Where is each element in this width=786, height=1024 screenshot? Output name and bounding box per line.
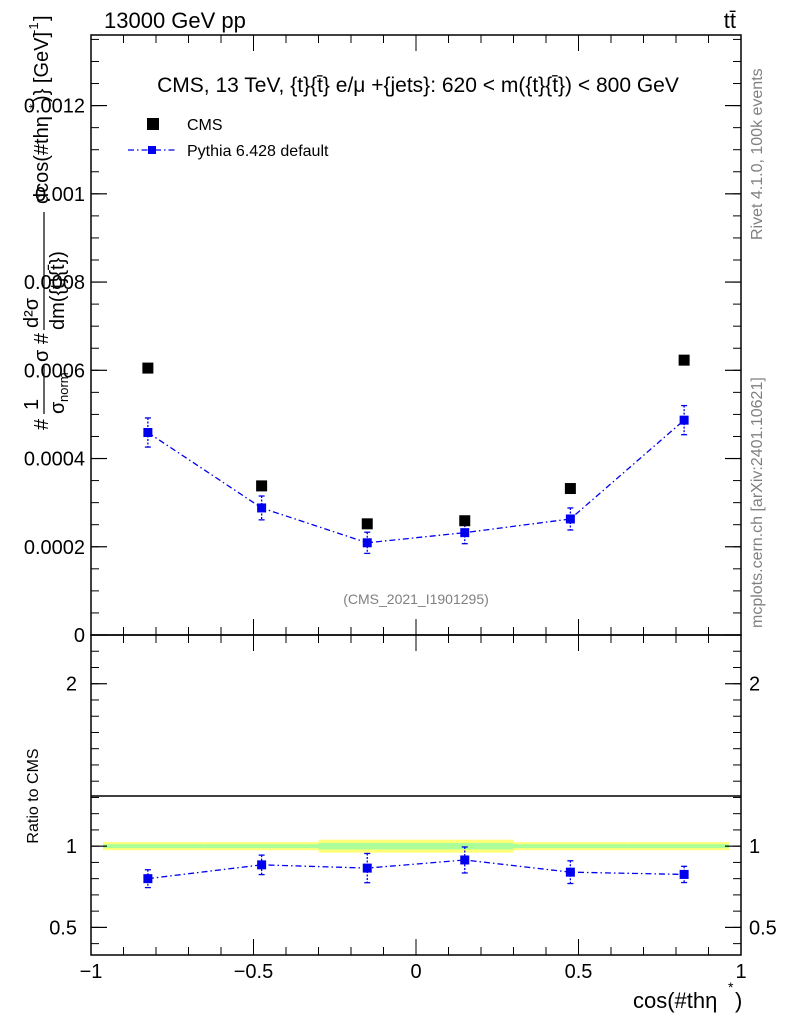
ratio-band-inner-bin <box>513 844 628 849</box>
ylabel-one: 1 <box>21 399 43 410</box>
main-y-tick-label: 0.0012 <box>24 96 85 118</box>
legend-cms-marker <box>147 118 159 130</box>
header-energy-label: 13000 GeV pp <box>104 8 246 33</box>
pythia-main-point <box>257 503 267 513</box>
ratio-y-tick-label-right: 0.5 <box>749 917 777 939</box>
pythia-main-point <box>679 415 689 425</box>
ylabel-norm: norm <box>56 372 71 402</box>
ylabel-dm: dm({t}{t̄}) <box>47 251 69 330</box>
pythia-main-line <box>147 419 685 544</box>
main-title: CMS, 13 TeV, {t}{t̄} e/μ +{jets}: 620 < … <box>157 74 679 97</box>
legend-pythia-label: Pythia 6.428 default <box>187 143 329 160</box>
pythia-main-series <box>143 404 689 555</box>
ratio-y-tick-label-left: 2 <box>66 674 77 696</box>
ylabel-d2sigma: d²σ <box>21 297 43 328</box>
main-y-tick-label: 0.0006 <box>24 360 85 382</box>
x-tick-label: 1 <box>735 961 746 983</box>
cms-data-point <box>459 515 471 527</box>
pythia-ratio-point <box>362 863 372 873</box>
ratio-uncertainty-band <box>103 839 729 853</box>
cms-data-point <box>256 480 268 492</box>
ylabel-sigma: σ <box>47 401 69 414</box>
ratio-frame <box>90 634 742 956</box>
cms-data-point <box>564 483 576 495</box>
analysis-id-annotation: (CMS_2021_I1901295) <box>343 591 489 607</box>
pythia-main-point <box>362 538 372 548</box>
pythia-ratio-point <box>143 874 153 884</box>
legend-pythia-marker <box>148 146 156 154</box>
cms-data-point <box>678 354 690 366</box>
main-y-axis: 0 0.0002 0.0004 0.0006 0.0008 0.001 0.0012 <box>24 38 741 647</box>
pythia-main-point <box>143 428 153 437</box>
main-y-tick-label: 0.0004 <box>24 449 85 471</box>
pythia-main-point <box>460 528 470 538</box>
ylabel-hash: # <box>31 418 53 430</box>
x-tick-label: 0.5 <box>565 961 593 983</box>
pythia-ratio-point <box>460 855 470 865</box>
pythia-ratio-point <box>565 867 575 877</box>
xlabel-star: * <box>728 979 734 995</box>
ylabel-bracket: ] <box>31 15 53 21</box>
header-process-label: tt̄ <box>724 8 736 33</box>
cms-data-point <box>361 518 373 530</box>
main-y-tick-label: 0.001 <box>35 184 85 206</box>
xlabel-main: cos(#thη <box>633 988 717 1013</box>
ylabel-minus1: -1 <box>26 22 41 34</box>
main-y-tick-label: 0.0008 <box>24 272 85 294</box>
ylabel-mid: σ # <box>31 332 53 362</box>
ratio-y-tick-label-left: 1 <box>66 836 77 858</box>
pythia-ratio-point <box>679 869 689 879</box>
rivet-version-label: Rivet 4.1.0, 100k events <box>749 68 766 240</box>
ratio-panel: 0.5 0.51 12 2 −1 −0.5 0 0.5 1 Ratio to CMS cos(… <box>25 634 777 1013</box>
ratio-band-inner-bin <box>318 842 416 850</box>
pythia-ratio-point <box>257 860 267 870</box>
legend: CMS Pythia 6.428 default <box>128 117 329 160</box>
cms-main-series <box>142 354 690 530</box>
ratio-y-axis-title: Ratio to CMS <box>25 748 42 843</box>
x-axis-title: cos(#thη * ) <box>633 979 742 1013</box>
pythia-main-point <box>565 514 575 524</box>
main-y-tick-label: 0.0002 <box>24 537 85 559</box>
ratio-y-axis: 0.5 0.5 1 1 2 2 <box>49 650 777 945</box>
main-y-axis-title: # 1 σ norm σ # d²σ dm({t}{t̄}) dcos(#thη… <box>21 15 71 430</box>
pythia-ratio-line <box>147 859 685 880</box>
ratio-y-tick-label-right: 1 <box>749 836 760 858</box>
ylabel-tail: dcos(#thη <box>31 116 53 204</box>
ratio-x-axis: −1 −0.5 0 0.5 1 <box>80 635 747 983</box>
main-panel: 0 0.0002 0.0004 0.0006 0.0008 0.001 0.0012 CMS… <box>21 15 742 647</box>
ratio-y-tick-label-left: 0.5 <box>49 917 77 939</box>
x-tick-label: −1 <box>80 961 103 983</box>
cms-data-point <box>142 362 154 374</box>
xlabel-close: ) <box>735 988 742 1013</box>
x-tick-label: −0.5 <box>234 961 273 983</box>
legend-cms-label: CMS <box>187 117 223 134</box>
ratio-y-tick-label-right: 2 <box>749 674 760 696</box>
ratio-band-inner-bin <box>103 844 205 849</box>
ylabel-star: * <box>26 104 41 109</box>
main-y-tick-label: 0 <box>74 625 85 647</box>
ratio-band-inner-bin <box>204 844 319 849</box>
mcplots-label: mcplots.cern.ch [arXiv:2401.10621] <box>749 377 766 628</box>
x-tick-label: 0 <box>410 961 421 983</box>
ylabel-tail2: )} [GeV] <box>31 32 53 102</box>
pythia-ratio-series <box>143 846 689 889</box>
main-x-ticks <box>90 35 742 635</box>
ratio-band-inner-bin <box>416 842 514 850</box>
ratio-band-inner-bin <box>627 844 729 849</box>
